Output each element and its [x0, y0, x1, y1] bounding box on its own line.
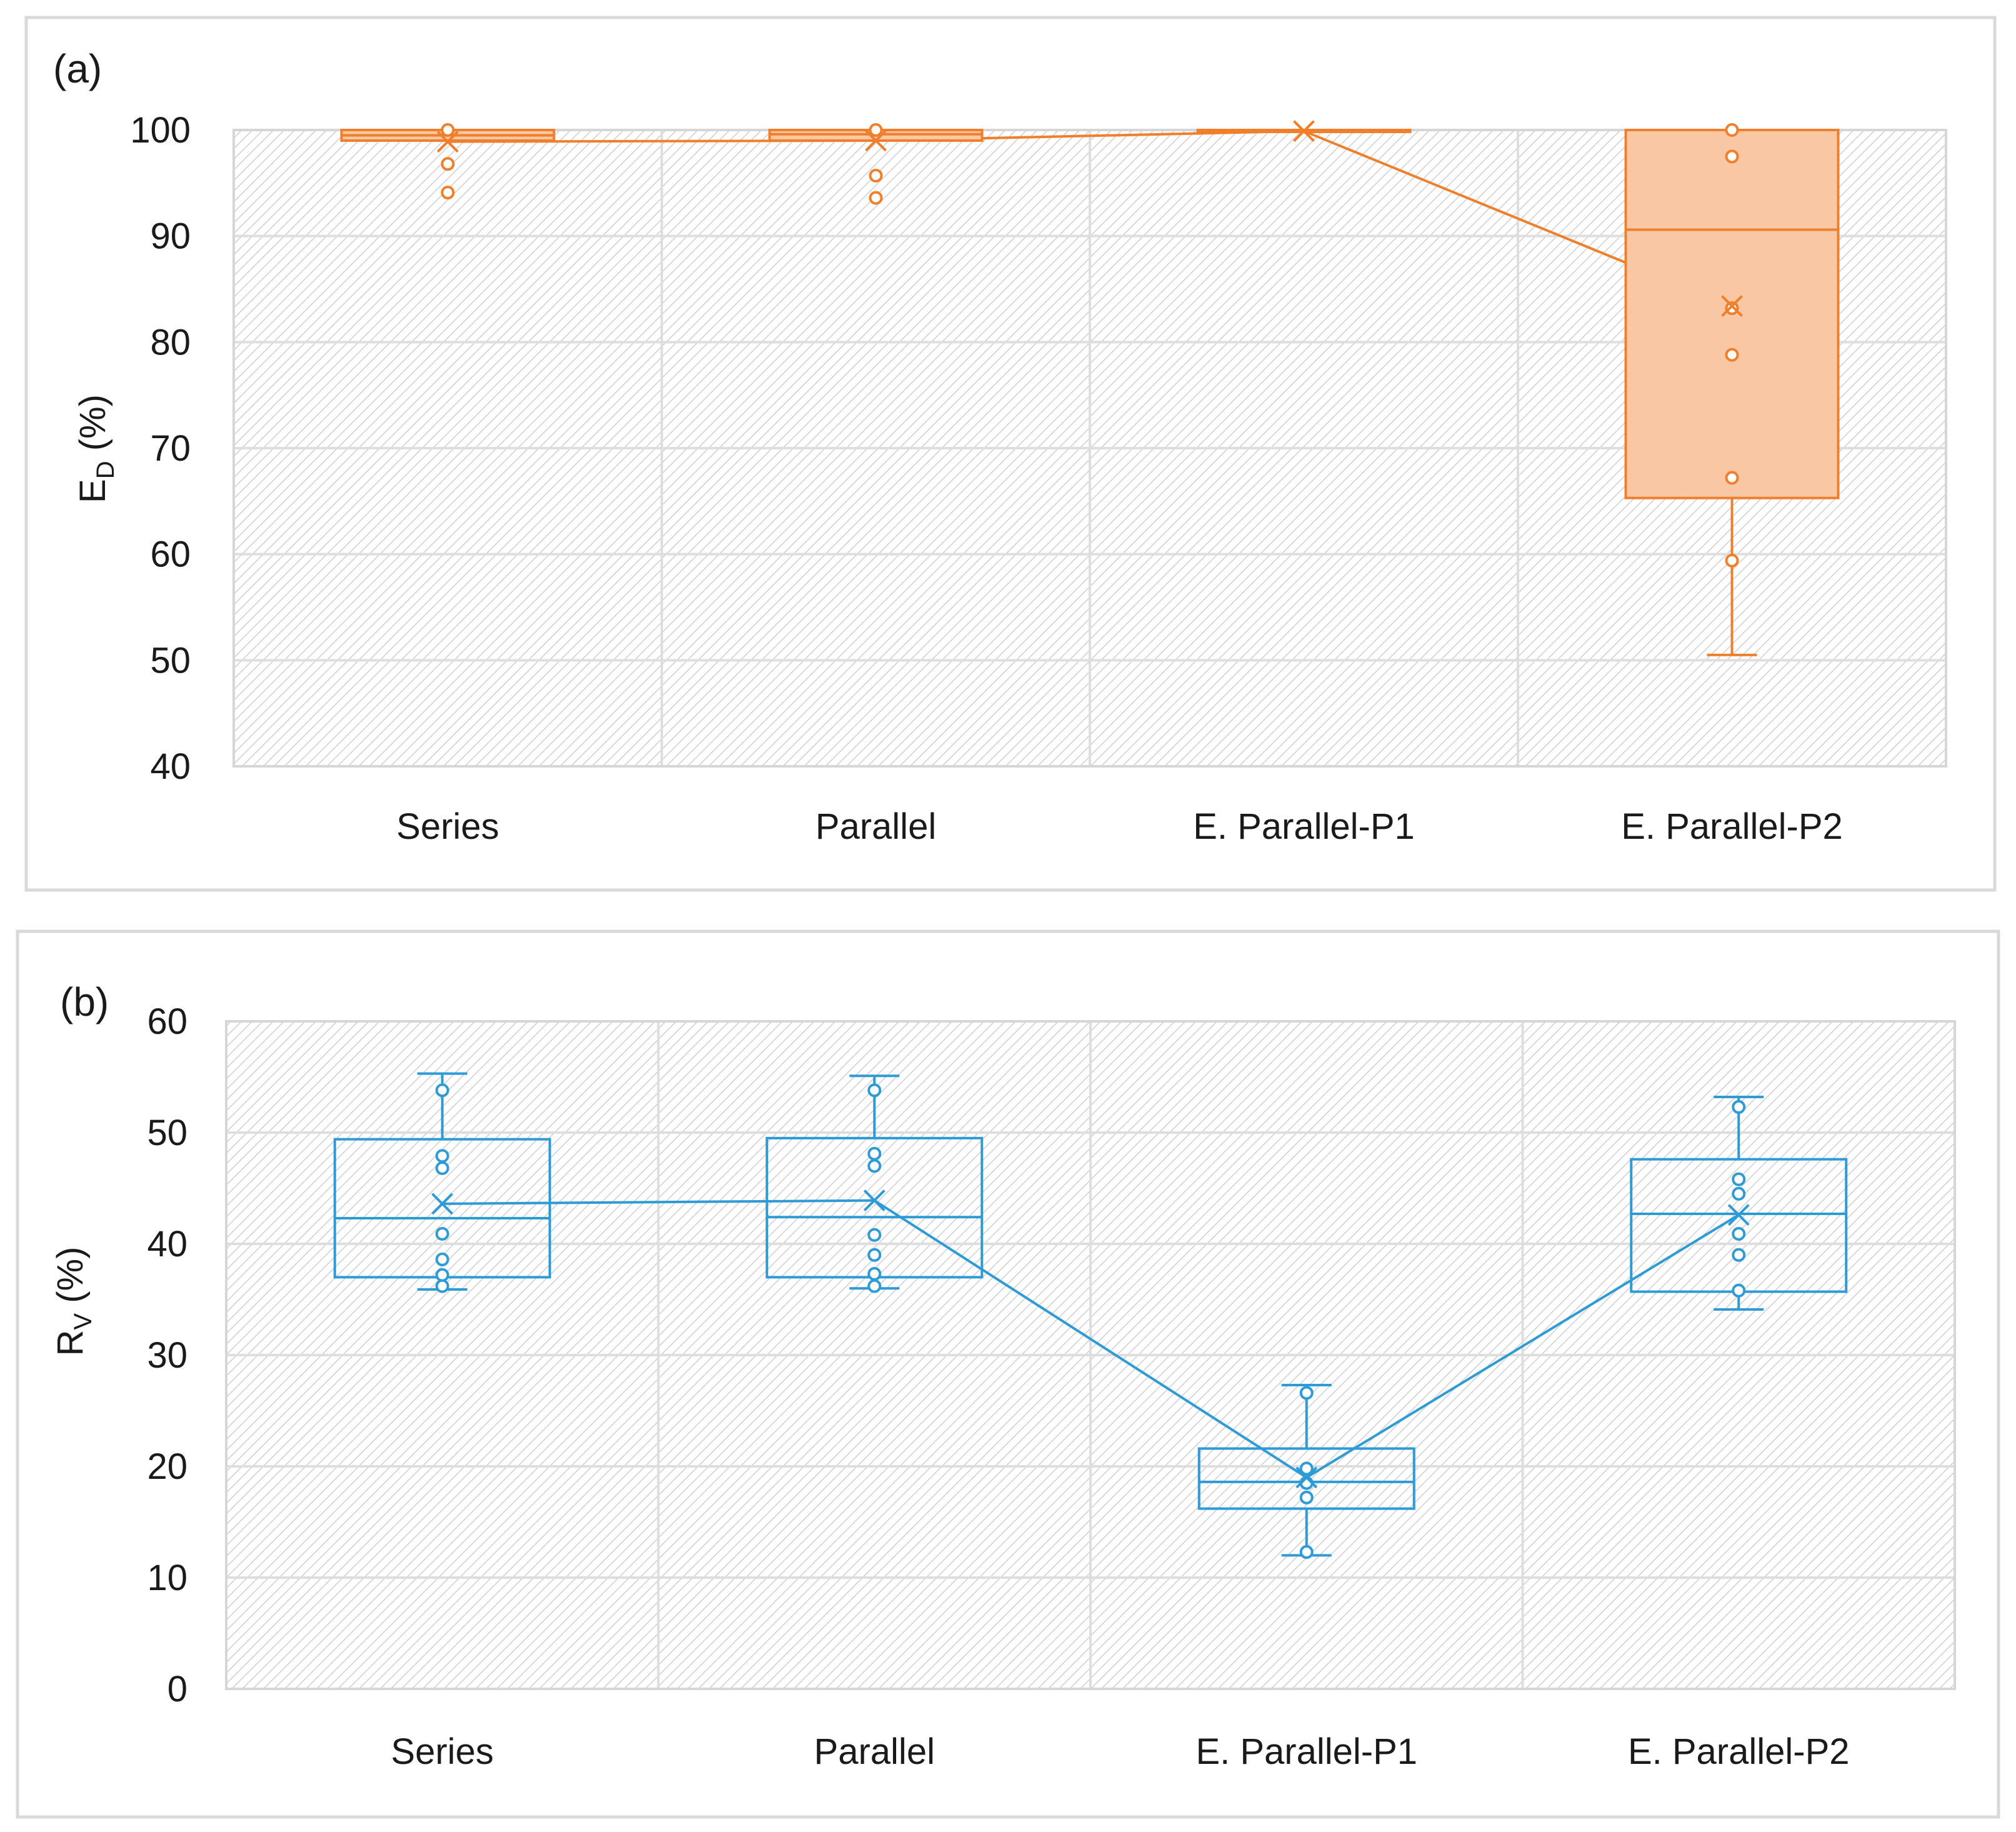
panel-a-mean-line [447, 129, 1733, 308]
panel-a-y-axis-title-suffix: (%) [72, 394, 113, 461]
panel-b-mean-line [442, 1199, 1740, 1479]
panel-b-mean-marker-0 [431, 1193, 454, 1215]
panel-b-point-0-4 [435, 1252, 449, 1266]
panel-b-point-0-5 [435, 1268, 449, 1282]
panel-a-point-3-0 [1725, 123, 1739, 137]
panel-a-y-tick-70: 70 [150, 428, 191, 469]
panel-b-point-3-5 [1732, 1283, 1746, 1298]
panel-a-x-label-2: E. Parallel-P1 [1193, 806, 1415, 847]
panel-b-point-3-4 [1732, 1248, 1746, 1262]
panel-a-point-0-0 [441, 123, 455, 137]
panel-b-point-3-3 [1732, 1226, 1746, 1241]
panel-a-point-3-4 [1725, 471, 1739, 485]
panel-b-y-tick-10: 10 [147, 1558, 187, 1598]
panel-a-label: (a) [53, 46, 102, 91]
panel-b-label: (b) [60, 979, 109, 1024]
panel-b-point-1-6 [867, 1279, 882, 1293]
panel-b-y-tick-50: 50 [147, 1113, 187, 1153]
panel-a-y-tick-50: 50 [150, 640, 191, 681]
panel-a-y-tick-100: 100 [130, 110, 191, 151]
panel-a-y-tick-60: 60 [150, 534, 191, 575]
panel-b-point-0-6 [435, 1279, 449, 1293]
panel-a-x-label-0: Series [396, 806, 499, 847]
panel-b-y-tick-40: 40 [147, 1224, 187, 1264]
panel-b-mean-marker-3 [1727, 1204, 1750, 1226]
panel-b-point-1-5 [867, 1267, 882, 1281]
panel-a-mean-marker-1 [865, 129, 887, 152]
panel-a-point-0-2 [441, 186, 455, 200]
panel-b-point-3-2 [1732, 1186, 1746, 1201]
panel-a-mean-marker-2 [1293, 120, 1315, 143]
panel-b-plot: 0 10 20 30 40 50 60 Series Parallel E. Parallel-P… [147, 1001, 1956, 1772]
panel-a-x-label-3: E. Parallel-P2 [1621, 806, 1843, 847]
panel-b-point-3-0 [1732, 1100, 1746, 1114]
panel-a-y-tick-40: 40 [150, 746, 191, 787]
panel-b: (b) 0 10 20 30 40 50 60 Series Parallel E. Parall… [16, 929, 2000, 1819]
panel-a-y-axis-title: ED (%) [72, 394, 119, 503]
panel-a-plot-border [232, 129, 1947, 768]
panel-a-plot: 40 50 60 70 80 90 100 Series Parallel E. Parallel… [130, 110, 1947, 847]
panel-b-x-label-3: E. Parallel-P2 [1628, 1731, 1850, 1772]
panel-a-mean-marker-0 [437, 131, 459, 153]
panel-b-x-label-1: Parallel [814, 1731, 935, 1772]
panel-b-point-1-2 [867, 1159, 882, 1173]
panel-a-point-1-0 [869, 123, 883, 137]
panel-a-mean-marker-3 [1721, 295, 1743, 318]
panel-a: (a) 40 50 60 70 80 90 100 Series Parallel E. Para… [24, 16, 1997, 892]
panel-a-y-tick-80: 80 [150, 322, 191, 363]
panel-b-point-1-4 [867, 1248, 882, 1262]
panel-b-y-axis-title-sub: V [69, 1313, 97, 1330]
panel-a-point-3-5 [1725, 553, 1739, 568]
panel-b-point-0-0 [435, 1083, 449, 1098]
panel-b-y-tick-0: 0 [167, 1669, 187, 1709]
panel-b-point-3-1 [1732, 1172, 1746, 1186]
panel-a-point-3-3 [1725, 348, 1739, 362]
panel-b-y-tick-20: 20 [147, 1446, 187, 1487]
panel-b-point-1-1 [867, 1146, 882, 1161]
panel-b-point-1-0 [867, 1083, 882, 1098]
panel-a-point-3-2 [1725, 301, 1739, 316]
panel-b-point-2-3 [1299, 1490, 1314, 1504]
panel-a-y-axis-title-main: E [72, 479, 113, 503]
panel-b-x-label-2: E. Parallel-P1 [1195, 1731, 1417, 1772]
panel-b-point-2-0 [1299, 1386, 1314, 1400]
panel-a-point-1-1 [869, 168, 883, 183]
panel-b-mean-marker-2 [1295, 1466, 1318, 1489]
panel-a-x-label-1: Parallel [816, 806, 936, 847]
panel-a-y-axis-title-sub: D [92, 461, 119, 479]
panel-b-y-axis-title: RV (%) [50, 1247, 97, 1356]
panel-b-point-0-1 [435, 1149, 449, 1163]
panel-b-y-axis-title-suffix: (%) [50, 1247, 91, 1313]
panel-b-mean-marker-1 [863, 1189, 886, 1211]
panel-a-y-tick-90: 90 [150, 216, 191, 257]
panel-b-plot-border [225, 1020, 1956, 1690]
panel-b-y-axis-title-main: R [50, 1330, 91, 1356]
panel-b-box-2 [1197, 1447, 1415, 1510]
panel-b-point-0-2 [435, 1161, 449, 1175]
panel-a-point-3-1 [1725, 149, 1739, 164]
panel-b-point-1-3 [867, 1228, 882, 1242]
panel-b-y-tick-60: 60 [147, 1001, 187, 1042]
panel-b-x-label-0: Series [391, 1731, 494, 1772]
panel-b-point-0-3 [435, 1226, 449, 1241]
panel-a-point-1-2 [869, 191, 883, 205]
panel-b-point-2-1 [1299, 1461, 1314, 1476]
panel-a-point-0-1 [441, 157, 455, 171]
panel-b-point-2-4 [1299, 1545, 1314, 1559]
panel-b-y-tick-30: 30 [147, 1335, 187, 1376]
